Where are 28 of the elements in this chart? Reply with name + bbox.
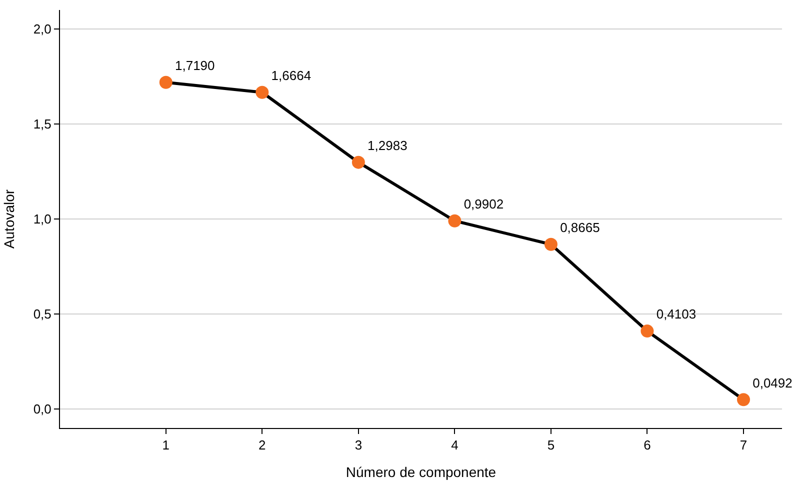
data-label: 1,2983 [368, 138, 408, 153]
y-tick-label: 1,0 [33, 212, 52, 227]
data-label: 0,4103 [656, 306, 696, 322]
data-label: 1,6664 [271, 68, 312, 84]
data-label: 0,0492 [752, 375, 792, 390]
data-label: 0,9902 [464, 196, 504, 212]
y-tick-label: 0,5 [33, 306, 52, 322]
point [544, 238, 558, 251]
point [352, 156, 365, 169]
x-tick-label: 7 [740, 438, 748, 453]
x-tick-label: 2 [258, 438, 266, 453]
point [159, 76, 172, 89]
y-tick-label: 1,5 [33, 116, 52, 132]
point [736, 393, 750, 406]
x-axis-title: Número de componente [346, 464, 496, 480]
y-tick-label: 0,0 [33, 402, 52, 417]
point [640, 324, 654, 338]
x-tick-label: 5 [547, 438, 555, 453]
data-label: 1,7190 [175, 58, 215, 74]
x-tick-label: 1 [162, 438, 170, 453]
y-axis-title: Autovalor [0, 189, 17, 249]
x-tick-label: 6 [644, 438, 651, 453]
y-tick-label: 2,0 [33, 22, 52, 37]
x-tick-label: 4 [451, 438, 458, 453]
data-label: 0,8665 [560, 220, 600, 235]
point [256, 86, 269, 99]
x-tick-label: 3 [354, 438, 362, 453]
point [448, 214, 462, 228]
